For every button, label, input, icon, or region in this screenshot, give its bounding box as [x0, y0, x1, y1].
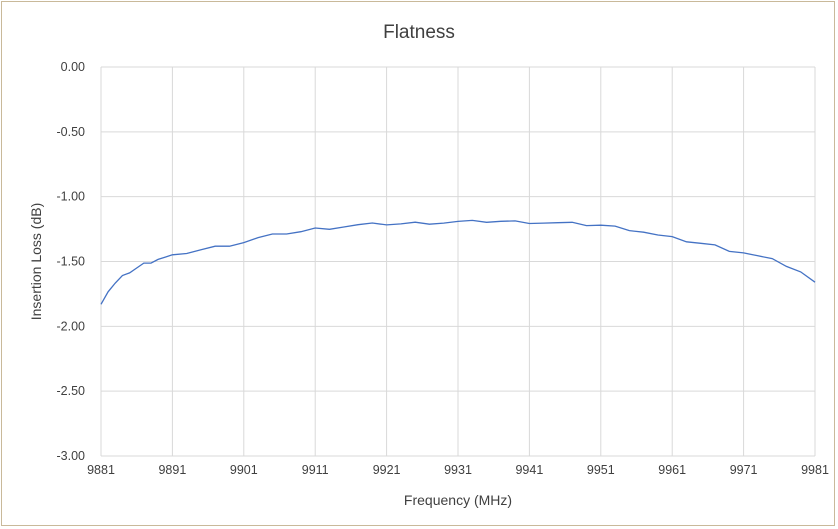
y-tick-label: 0.00 [61, 60, 85, 74]
y-tick-label: -2.50 [57, 384, 86, 398]
x-tick-label: 9961 [658, 463, 686, 477]
y-axis-title: Insertion Loss (dB) [28, 203, 44, 321]
chart-title: Flatness [383, 22, 455, 43]
x-tick-labels: 9881 9891 9901 9911 9921 9931 9941 9951 9961 9971… [87, 463, 829, 477]
x-axis-title: Frequency (MHz) [404, 492, 512, 508]
y-tick-labels: 0.00 -0.50 -1.00 -1.50 -2.00 -2.50 -3.00 [57, 60, 86, 463]
x-tick-label: 9981 [801, 463, 829, 477]
x-tick-label: 9911 [302, 463, 329, 477]
x-tick-label: 9931 [444, 463, 472, 477]
x-tick-label: 9921 [373, 463, 401, 477]
y-tick-label: -2.00 [57, 319, 86, 333]
x-tick-label: 9971 [730, 463, 758, 477]
vertical-gridlines [100, 67, 816, 456]
x-tick-label: 9901 [230, 463, 258, 477]
x-tick-label: 9891 [158, 463, 186, 477]
y-tick-label: -1.00 [57, 190, 86, 204]
series-line [100, 219, 816, 305]
y-tick-label: -1.50 [57, 255, 86, 269]
x-tick-label: 9881 [87, 463, 115, 477]
y-tick-label: -0.50 [57, 125, 86, 139]
y-tick-label: -3.00 [57, 449, 86, 463]
x-tick-label: 9941 [515, 463, 543, 477]
x-tick-label: 9951 [587, 463, 615, 477]
